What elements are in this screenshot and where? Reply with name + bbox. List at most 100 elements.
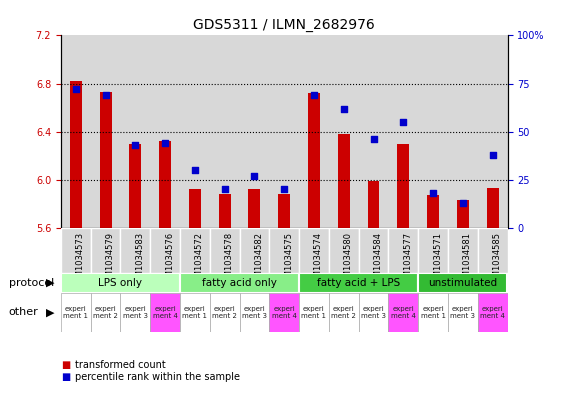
- Text: fatty acid + LPS: fatty acid + LPS: [317, 278, 400, 288]
- Point: [71, 86, 81, 92]
- Bar: [329, 35, 358, 228]
- Bar: [457, 200, 469, 228]
- Bar: [269, 228, 299, 273]
- Point: [220, 186, 229, 193]
- Text: protocol: protocol: [9, 278, 54, 288]
- Bar: [299, 228, 329, 273]
- Bar: [329, 293, 358, 332]
- Bar: [61, 35, 90, 228]
- Bar: [121, 228, 150, 273]
- Text: GSM1034579: GSM1034579: [106, 231, 115, 288]
- Bar: [478, 228, 508, 273]
- Point: [280, 186, 289, 193]
- Bar: [448, 228, 478, 273]
- Text: percentile rank within the sample: percentile rank within the sample: [75, 372, 240, 382]
- Bar: [240, 35, 269, 228]
- Text: GSM1034580: GSM1034580: [344, 231, 353, 288]
- Bar: [358, 35, 389, 228]
- Bar: [269, 293, 299, 332]
- Text: GSM1034574: GSM1034574: [314, 231, 323, 288]
- Text: experi
ment 3: experi ment 3: [450, 306, 476, 319]
- Bar: [299, 35, 329, 228]
- Bar: [150, 35, 180, 228]
- Bar: [90, 293, 121, 332]
- Bar: [150, 228, 180, 273]
- Text: experi
ment 1: experi ment 1: [420, 306, 445, 319]
- Text: GSM1034583: GSM1034583: [135, 231, 144, 288]
- Text: GSM1034578: GSM1034578: [224, 231, 234, 288]
- Text: experi
ment 4: experi ment 4: [391, 306, 416, 319]
- Bar: [61, 228, 90, 273]
- Bar: [358, 228, 389, 273]
- Text: ■: ■: [61, 360, 70, 371]
- Bar: [278, 194, 290, 228]
- Text: GSM1034584: GSM1034584: [374, 231, 383, 288]
- Bar: [418, 35, 448, 228]
- Point: [429, 190, 438, 196]
- Bar: [219, 194, 231, 228]
- Bar: [180, 293, 210, 332]
- Text: GSM1034573: GSM1034573: [76, 231, 85, 288]
- Bar: [329, 228, 358, 273]
- Text: GSM1034575: GSM1034575: [284, 231, 293, 288]
- Bar: [269, 35, 299, 228]
- Text: LPS only: LPS only: [99, 278, 143, 288]
- Text: ▶: ▶: [46, 278, 55, 288]
- Text: experi
ment 1: experi ment 1: [182, 306, 208, 319]
- Point: [458, 200, 467, 206]
- Bar: [240, 228, 269, 273]
- Point: [309, 92, 318, 98]
- Text: experi
ment 3: experi ment 3: [242, 306, 267, 319]
- Bar: [478, 35, 508, 228]
- Bar: [389, 35, 418, 228]
- Bar: [299, 293, 329, 332]
- Point: [488, 152, 497, 158]
- Bar: [121, 35, 150, 228]
- Bar: [389, 228, 418, 273]
- Bar: [338, 134, 350, 228]
- Bar: [478, 293, 508, 332]
- Bar: [180, 228, 210, 273]
- Bar: [389, 293, 418, 332]
- Text: experi
ment 4: experi ment 4: [272, 306, 296, 319]
- Bar: [368, 181, 379, 228]
- Bar: [100, 92, 111, 228]
- Bar: [121, 293, 150, 332]
- Bar: [210, 35, 240, 228]
- Bar: [240, 293, 269, 332]
- Text: GSM1034585: GSM1034585: [492, 231, 502, 288]
- Text: fatty acid only: fatty acid only: [202, 278, 277, 288]
- Bar: [159, 141, 171, 228]
- Bar: [150, 293, 180, 332]
- Bar: [70, 81, 82, 228]
- Bar: [418, 228, 448, 273]
- Bar: [308, 93, 320, 228]
- Point: [398, 119, 408, 125]
- Text: ■: ■: [61, 372, 70, 382]
- Point: [161, 140, 170, 146]
- Bar: [180, 273, 299, 293]
- Text: transformed count: transformed count: [75, 360, 166, 371]
- Bar: [427, 195, 439, 228]
- Bar: [448, 35, 478, 228]
- Bar: [210, 228, 240, 273]
- Bar: [210, 293, 240, 332]
- Bar: [448, 293, 478, 332]
- Text: experi
ment 1: experi ment 1: [63, 306, 88, 319]
- Text: GSM1034572: GSM1034572: [195, 231, 204, 288]
- Bar: [248, 189, 260, 228]
- Bar: [487, 188, 499, 228]
- Text: GSM1034577: GSM1034577: [403, 231, 412, 288]
- Bar: [90, 228, 121, 273]
- Bar: [418, 273, 508, 293]
- Text: other: other: [9, 307, 38, 318]
- Text: GSM1034581: GSM1034581: [463, 231, 472, 288]
- Bar: [299, 273, 418, 293]
- Text: GSM1034571: GSM1034571: [433, 231, 442, 288]
- Point: [101, 92, 110, 98]
- Text: experi
ment 2: experi ment 2: [93, 306, 118, 319]
- Text: experi
ment 3: experi ment 3: [123, 306, 148, 319]
- Bar: [61, 273, 180, 293]
- Bar: [129, 144, 142, 228]
- Bar: [189, 189, 201, 228]
